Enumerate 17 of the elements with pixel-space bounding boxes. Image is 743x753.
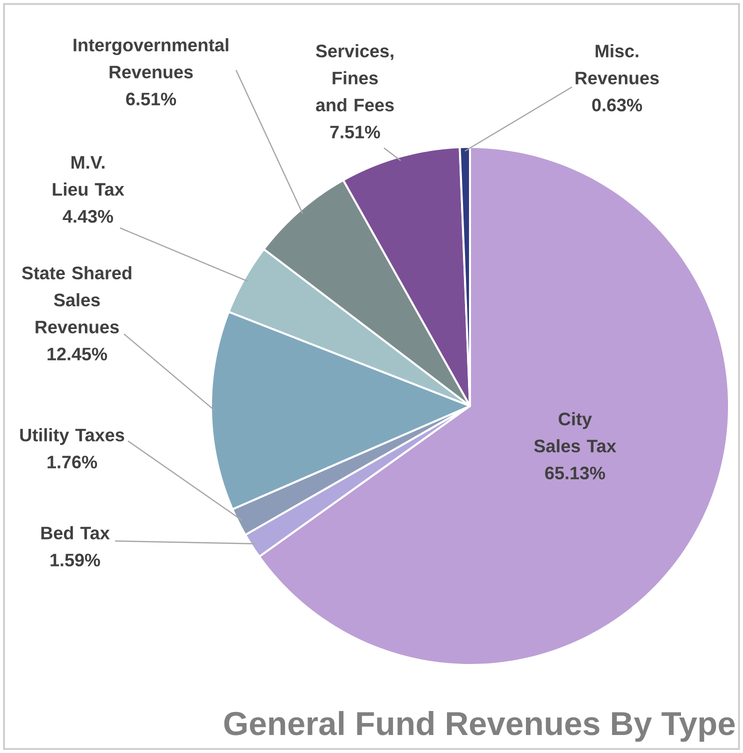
- text: General Fund Revenues By Type: [224, 711, 735, 742]
- data-label: 12.45%: [48, 348, 108, 360]
- data-label: 1.76%: [48, 456, 98, 468]
- data-label: 6.51%: [126, 92, 176, 106]
- slice-label: Utility Taxes: [20, 428, 124, 445]
- data-label: 7.51%: [330, 126, 380, 138]
- data-label: 4.43%: [62, 210, 114, 223]
- data-label: 65.13%: [545, 466, 606, 480]
- slice-label: Misc. Revenues: [576, 44, 659, 84]
- slice-label: State Shared Sales Revenues: [22, 266, 132, 334]
- slice-label: City Sales Tax: [534, 412, 616, 452]
- slice-label: M.V. Lieu Tax: [52, 156, 124, 196]
- slice-label: Intergovernmental Revenues: [74, 38, 228, 78]
- data-label: 1.59%: [50, 554, 100, 566]
- data-label: 0.63%: [592, 98, 642, 112]
- slice-label: Services, Fines and Fees: [316, 44, 394, 112]
- slice-label: Bed Tax: [41, 526, 110, 540]
